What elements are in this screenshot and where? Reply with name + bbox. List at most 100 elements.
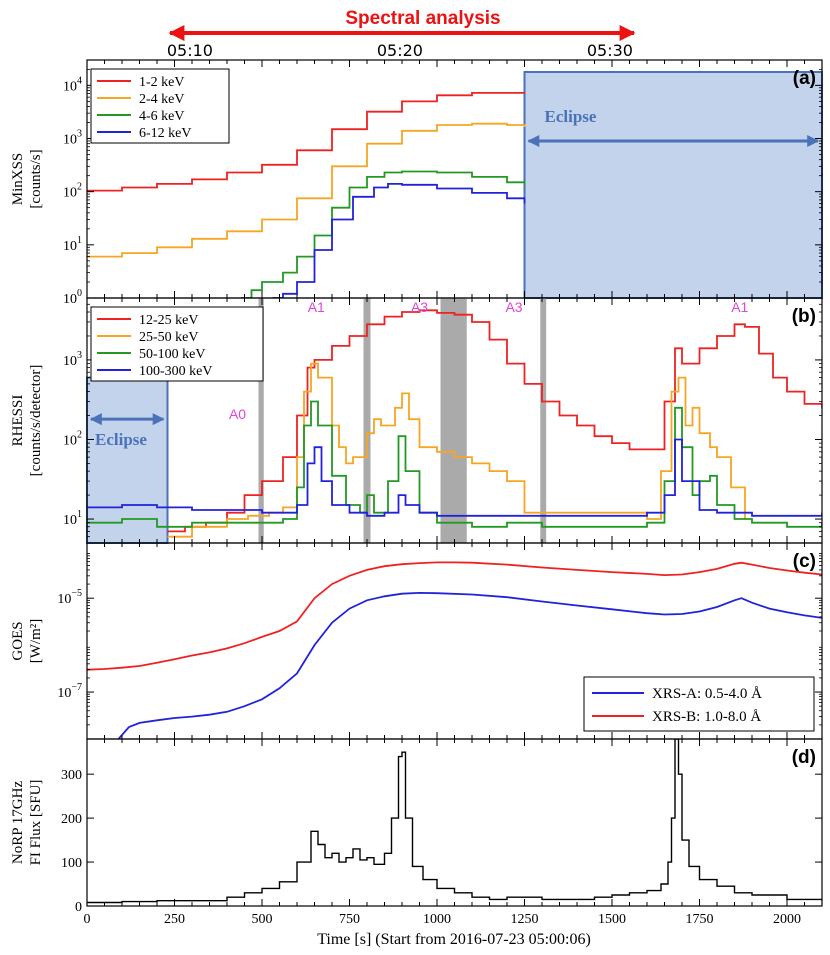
panel-b-eclipse-label: Eclipse: [95, 430, 147, 449]
x-tick-label: 1750: [686, 912, 714, 927]
panel-d-ylabel-top: NoRP 17GHz: [10, 781, 26, 865]
panel-a-ytick-exponent: 0: [77, 288, 82, 299]
panel-b-attenuator-band: [258, 298, 264, 543]
panel-a-eclipse-region: [523, 71, 823, 299]
panel-c-legend: [583, 676, 815, 732]
panel-a-letter: (a): [793, 68, 816, 89]
panel-b-legend-label: 12-25 keV: [139, 313, 199, 328]
panel-a-ytick-label: 103: [63, 129, 82, 148]
x-tick-label: 2000: [773, 912, 801, 927]
panel-d-frame: [86, 738, 823, 907]
panel-d-ytick-label: 0: [75, 900, 82, 915]
panel-c-ylabel: GOES [W/m²]: [10, 619, 44, 663]
utc-tick-label: 05:20: [377, 41, 423, 60]
panel-a-ylabel-bottom: [counts/s]: [28, 149, 44, 208]
panel-b-series-line-1: [167, 309, 822, 533]
panel-d-series-line-1: [87, 739, 822, 904]
panel-b-attenuator-band: [363, 298, 371, 543]
panel-b-ylabel-bottom: [counts/s/detector]: [28, 365, 44, 477]
panel-b-series: [87, 309, 822, 538]
panel-d-ylabel-bottom: FI Flux [SFU]: [28, 780, 44, 866]
panel-c-ylabel-bottom: [W/m²]: [28, 619, 44, 663]
spectral-analysis-label: Spectral analysis: [345, 8, 500, 29]
panel-c-series: [87, 561, 822, 739]
panel-d: 0 100 200 300 (d) NoRP 17GHz FI Flux [SFU] 0 250…: [10, 738, 823, 927]
x-tick-label: 500: [252, 912, 273, 927]
panel-b-eclipse-region: [86, 376, 169, 545]
panel-b-attenuator-label: A3: [505, 299, 522, 315]
panel-d-ytick-label: 300: [61, 768, 82, 783]
utc-tick-label: 05:10: [167, 41, 213, 60]
panel-a-series: [87, 92, 526, 298]
panel-c-letter: (c): [793, 551, 816, 572]
panel-a-ytick-label: 101: [63, 235, 82, 254]
x-tick-label: 1250: [511, 912, 539, 927]
panel-b-attenuator-label: A1: [308, 299, 325, 315]
x-tick-label: 1000: [423, 912, 451, 927]
panel-b-ytick-exponent: 3: [77, 350, 82, 361]
panel-a-ytick-label: 100: [63, 288, 82, 307]
panel-a-ytick-exponent: 4: [77, 75, 82, 86]
panel-c-legend-label: XRS-B: 1.0-8.0 Å: [652, 709, 761, 725]
panel-a-ytick-exponent: 1: [77, 235, 82, 246]
panel-d-letter: (d): [792, 747, 816, 768]
panel-b-legend-label: 100-300 keV: [139, 364, 213, 379]
panel-d-series: [87, 739, 822, 904]
panel-c-ytick-exponent: −5: [71, 588, 82, 599]
panel-a-legend-label: 1-2 keV: [139, 75, 185, 90]
panel-b-attenuator-label: A3: [411, 299, 428, 315]
panel-b-ytick-label: 101: [63, 509, 82, 528]
panel-a-ylabel-top: MinXSS: [10, 153, 26, 206]
panel-a-legend-label: 6-12 keV: [139, 126, 192, 141]
panel-c-ytick-label: 10−7: [57, 682, 82, 701]
panel-b-ylabel: RHESSI [counts/s/detector]: [10, 365, 44, 477]
utc-tick-label: 05:30: [587, 41, 633, 60]
panel-b: Eclipse A0 A1 A3 A3 A1 101 102 103 (b) RHESSI [coun…: [10, 297, 823, 545]
spectral-analysis-annotation: Spectral analysis: [168, 8, 636, 41]
panel-a-legend-label: 2-4 keV: [139, 92, 185, 107]
panel-a-ylabel: MinXSS [counts/s]: [10, 149, 44, 208]
panel-b-attenuator-band: [440, 298, 467, 543]
x-tick-label: 250: [164, 912, 185, 927]
panel-a-legend-label: 4-6 keV: [139, 109, 185, 124]
panel-b-series-line-3: [87, 400, 822, 528]
panel-b-series-line-4: [87, 438, 822, 517]
panel-d-ytick-label: 200: [61, 812, 82, 827]
panel-c-series-line-2: [87, 561, 822, 671]
panel-c-series-line-1: [117, 591, 822, 739]
panel-b-ytick-exponent: 2: [77, 429, 82, 440]
x-axis-label: Time [s] (Start from 2016-07-23 05:00:06…: [317, 931, 591, 948]
panel-c-ytick-exponent: −7: [71, 682, 82, 693]
panel-a-series-line-3: [241, 170, 526, 298]
panel-b-series-line-2: [167, 362, 746, 538]
panel-a-ytick-label: 102: [63, 182, 82, 201]
panel-b-ytick-label: 102: [63, 429, 82, 448]
panel-b-ytick-label: 103: [63, 350, 82, 369]
panel-d-ytick-label: 100: [61, 856, 82, 871]
panel-c-ylabel-top: GOES: [10, 621, 26, 660]
panel-b-letter: (b): [792, 306, 816, 327]
panel-b-ylabel-top: RHESSI: [10, 395, 26, 447]
panel-a-series-line-1: [87, 92, 526, 192]
panel-b-attenuator-label: A1: [731, 299, 748, 315]
utc-ticks: 05:10 05:20 05:30: [167, 41, 633, 60]
panel-b-legend-label: 50-100 keV: [139, 347, 206, 362]
x-tick-label: 0: [84, 912, 91, 927]
panel-b-attenuator-band: [540, 298, 547, 543]
panel-a-ytick-exponent: 3: [77, 129, 82, 140]
panel-d-ylabel: NoRP 17GHz FI Flux [SFU]: [10, 780, 44, 866]
panel-a-series-line-2: [87, 122, 526, 258]
x-tick-label: 750: [339, 912, 360, 927]
panel-a-series-line-4: [272, 183, 526, 298]
panel-c-legend-label: XRS-A: 0.5-4.0 Å: [652, 686, 762, 702]
panel-b-ytick-exponent: 1: [77, 509, 82, 520]
x-tick-label: 1500: [598, 912, 626, 927]
panel-a-ytick-exponent: 2: [77, 182, 82, 193]
panel-c: 10−7 10−5 (c) GOES [W/m²] XRS-A: 0.5-4.0 Å XRS…: [10, 542, 823, 740]
panel-a-eclipse-label: Eclipse: [545, 107, 597, 126]
panel-a-ytick-label: 104: [63, 75, 82, 94]
panel-c-ytick-label: 10−5: [57, 588, 82, 607]
panel-b-attenuator-label: A0: [229, 406, 246, 422]
